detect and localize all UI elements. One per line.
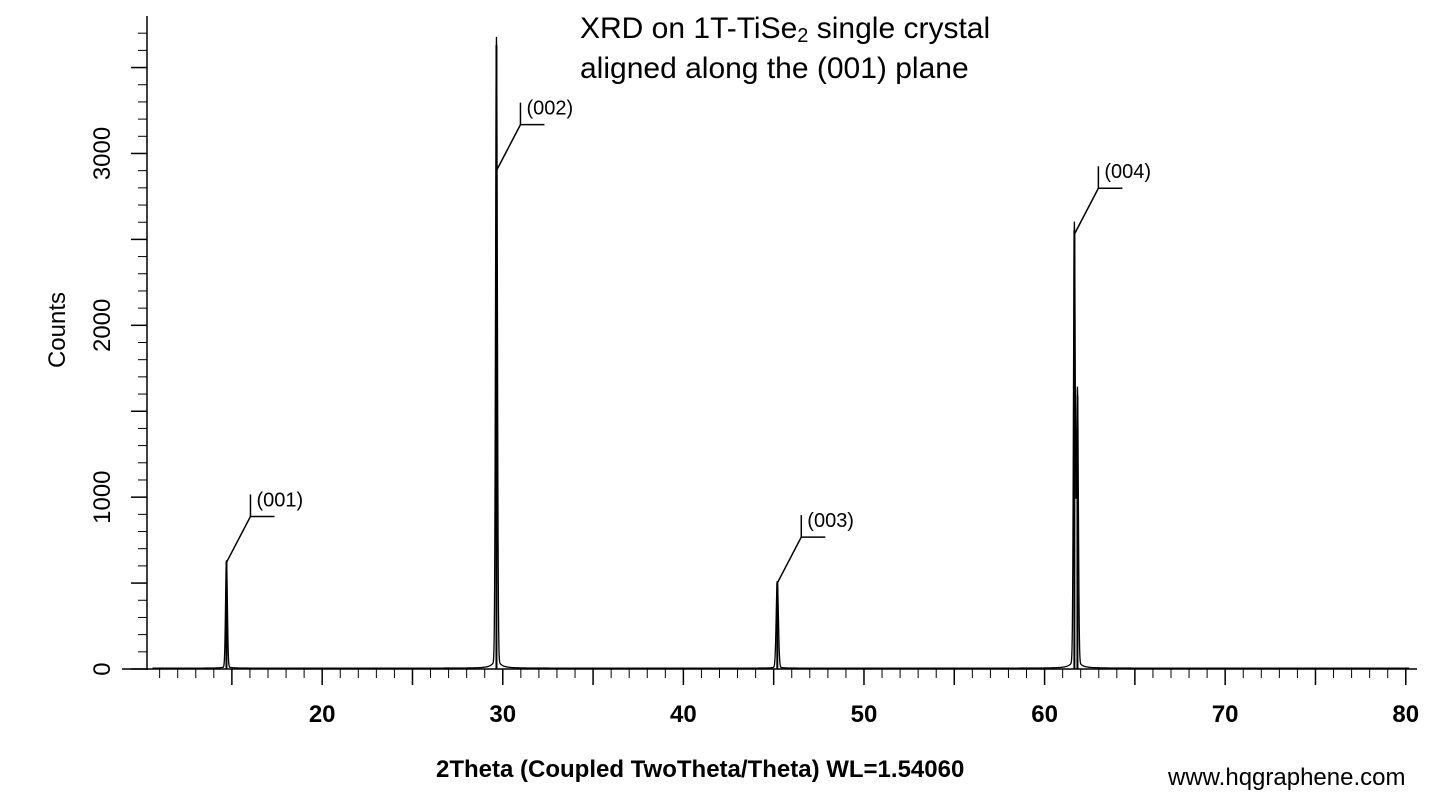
peak-label: (001) [256, 489, 303, 511]
peak-labels: (001) (002) (003) (004) [225, 98, 1151, 584]
x-axis-label: 2Theta (Coupled TwoTheta/Theta) WL=1.540… [436, 756, 965, 783]
x-tick-label: 70 [1212, 701, 1239, 728]
chart-axes: 20 30 40 50 60 70 80 0 1000 2000 3000 [89, 16, 1419, 728]
chart-title-line2: aligned along the (001) plane [580, 52, 969, 85]
x-tick-label: 20 [309, 701, 336, 728]
chart-series [152, 36, 1410, 669]
annotation-leader [225, 516, 252, 563]
y-axis-label: Counts [44, 291, 71, 369]
annotation-leader [1073, 187, 1100, 235]
x-tick-label: 30 [489, 701, 516, 728]
xrd-trace [152, 36, 1410, 669]
chart-title: XRD on 1T-TiSe2 single crystal [580, 12, 991, 47]
peak-label: (003) [807, 510, 854, 532]
x-tick-label: 80 [1392, 701, 1419, 728]
x-tick-label: 40 [670, 701, 697, 728]
watermark-text: www.hqgraphene.com [1168, 764, 1406, 791]
y-tick-label: 3000 [89, 127, 116, 180]
annotation-leader [776, 536, 802, 584]
x-tick-label: 60 [1031, 701, 1058, 728]
peak-label: (002) [526, 98, 573, 120]
y-tick-label: 0 [89, 662, 116, 675]
peak-label: (004) [1104, 161, 1151, 183]
y-tick-label: 1000 [89, 470, 116, 523]
annotation-leader [495, 124, 522, 172]
y-tick-label: 2000 [89, 299, 116, 352]
x-tick-label: 50 [851, 701, 878, 728]
